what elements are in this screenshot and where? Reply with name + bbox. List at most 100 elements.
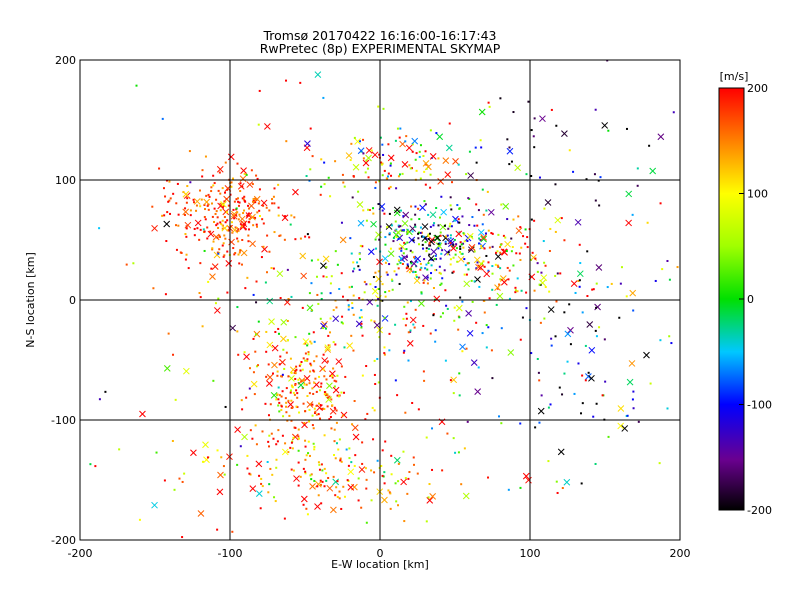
data-point: [394, 323, 397, 326]
data-point: [372, 212, 375, 215]
data-point: [204, 208, 207, 211]
data-point: [242, 198, 245, 201]
data-point: [403, 241, 406, 244]
data-point: [438, 271, 441, 274]
data-point: [456, 260, 459, 263]
data-point: [526, 236, 529, 239]
data-point: [373, 409, 376, 412]
data-point: [449, 237, 452, 240]
data-point: [244, 287, 247, 290]
data-point: [318, 468, 321, 471]
data-point: [566, 360, 569, 363]
data-point: [542, 240, 545, 243]
data-point: [304, 235, 307, 238]
data-point: [215, 224, 218, 227]
data-point: [327, 176, 330, 179]
data-point: [390, 473, 393, 476]
data-point: [500, 327, 503, 330]
data-point: [319, 483, 322, 486]
data-point: [255, 280, 258, 283]
data-point: [358, 258, 361, 261]
data-point: [550, 344, 553, 347]
data-point-cross: [299, 252, 307, 260]
data-point: [389, 162, 392, 165]
data-point: [307, 452, 310, 455]
data-point: [490, 349, 493, 352]
data-point: [323, 485, 326, 488]
data-point: [488, 105, 491, 108]
data-point: [204, 155, 207, 158]
data-point: [351, 423, 354, 426]
data-point: [312, 369, 315, 372]
data-point: [347, 305, 350, 308]
data-point: [399, 127, 402, 130]
data-point: [465, 273, 468, 276]
data-point-cross: [332, 478, 340, 486]
data-point: [287, 451, 290, 454]
x-tick-label: 0: [377, 547, 384, 560]
data-point: [260, 477, 263, 480]
data-point: [347, 304, 350, 307]
data-point-cross: [466, 232, 474, 240]
data-point: [189, 214, 192, 217]
data-point: [223, 254, 226, 257]
data-point: [348, 286, 351, 289]
data-point: [373, 471, 376, 474]
data-point: [383, 346, 386, 349]
data-point: [534, 257, 537, 260]
data-point: [247, 240, 250, 243]
data-point: [283, 517, 286, 520]
data-point: [266, 461, 269, 464]
data-point: [235, 198, 238, 201]
data-point: [414, 223, 417, 226]
data-point: [417, 232, 420, 235]
data-point: [389, 492, 392, 495]
data-point: [409, 329, 412, 332]
data-point: [305, 175, 308, 178]
data-point: [410, 268, 413, 271]
data-point-cross: [429, 211, 437, 219]
data-point: [360, 326, 363, 329]
data-point-cross: [280, 318, 288, 326]
data-point: [409, 249, 412, 252]
data-point: [285, 405, 288, 408]
data-point: [184, 258, 187, 261]
data-point: [460, 483, 463, 486]
data-point: [475, 267, 478, 270]
data-point: [437, 224, 440, 227]
data-point: [563, 372, 566, 375]
data-point: [224, 237, 227, 240]
data-point: [203, 215, 206, 218]
data-point-cross: [292, 188, 299, 196]
colorbar-tick-label: -100: [747, 399, 772, 412]
data-point-cross: [406, 265, 413, 273]
data-point: [367, 176, 370, 179]
data-point: [295, 368, 298, 371]
data-point: [594, 462, 597, 465]
data-point: [282, 415, 285, 418]
data-point-cross: [436, 133, 444, 141]
data-point: [295, 389, 298, 392]
data-point: [418, 150, 421, 153]
data-point: [400, 249, 403, 252]
chart-title: Tromsø 20170422 16:16:00-16:17:43: [262, 28, 496, 43]
data-point: [439, 283, 442, 286]
data-point: [254, 197, 257, 200]
data-point: [316, 293, 319, 296]
data-point: [394, 229, 397, 232]
data-point: [216, 449, 219, 452]
data-point: [260, 256, 263, 259]
data-point: [414, 225, 417, 228]
data-point-cross: [306, 304, 314, 312]
data-point: [219, 192, 222, 195]
data-point-cross: [356, 201, 364, 208]
data-point: [423, 170, 426, 173]
data-point: [310, 282, 313, 285]
data-point: [561, 487, 564, 490]
data-point: [381, 474, 384, 477]
data-point: [465, 347, 468, 350]
data-point: [321, 480, 324, 483]
data-point: [420, 231, 423, 234]
data-point-cross: [237, 182, 245, 190]
data-point: [434, 254, 437, 257]
